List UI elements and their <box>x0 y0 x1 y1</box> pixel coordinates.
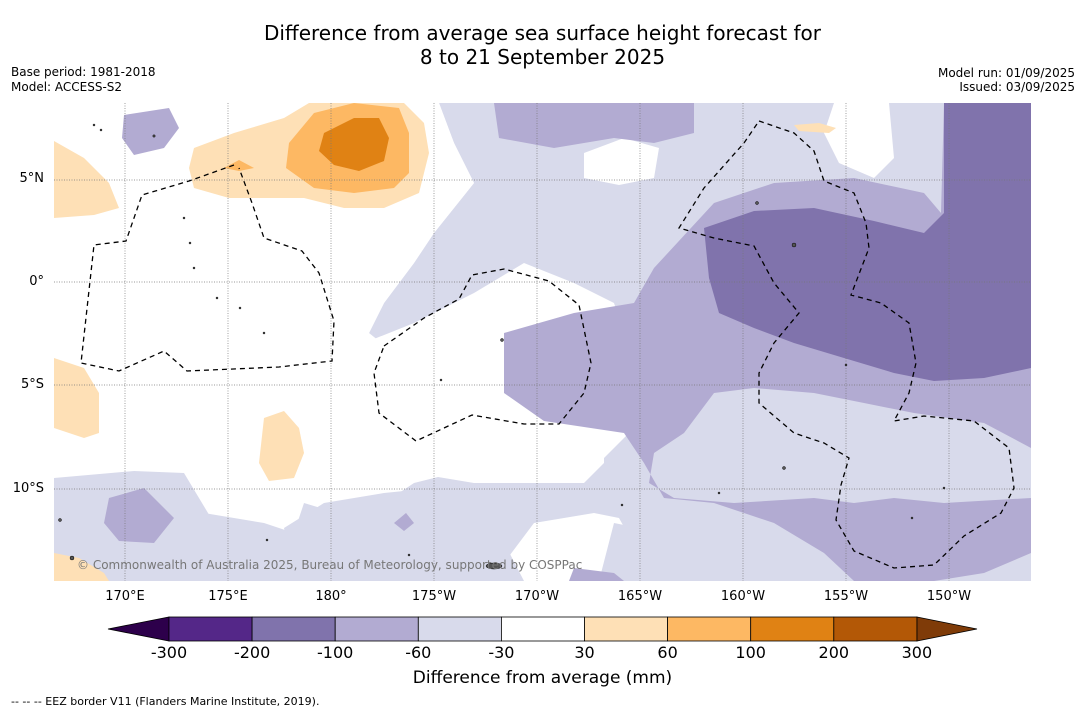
lon-label-150w: 150°W <box>926 589 972 604</box>
colorbar-segment <box>584 616 668 642</box>
anomaly-region-light-purple-s <box>284 488 464 578</box>
issued-date: Issued: 03/09/2025 <box>959 80 1075 94</box>
islands <box>58 123 946 570</box>
anomaly-region-orange <box>319 118 389 171</box>
lon-label-155w: 155°W <box>823 589 869 604</box>
base-period: Base period: 1981-2018 <box>11 65 156 79</box>
meta-left: Base period: 1981-2018 Model: ACCESS-S2 <box>11 65 156 95</box>
anomaly-region-pale-orange-ne <box>794 123 836 133</box>
anomaly-region-medium-purple <box>504 103 1031 581</box>
anomaly-region-medium-purple-sw <box>104 488 174 543</box>
colorbar-tick-label: -200 <box>233 643 271 662</box>
model-run: Model run: 01/09/2025 <box>937 66 1075 80</box>
lon-label-165w: 165°W <box>617 589 663 604</box>
meta-right: Model run: 01/09/2025 Issued: 03/09/2025 <box>938 66 1075 94</box>
anomaly-region-pale-orange-s <box>259 411 304 481</box>
anomaly-region-medium-purple-spot <box>394 513 414 531</box>
colorbar-tick-label: 200 <box>818 643 850 662</box>
colorbar-tick-label: 60 <box>657 643 678 662</box>
lon-label-180: 180° <box>315 589 347 604</box>
anomaly-region-medium-purple-s <box>569 568 624 581</box>
anomaly-region-medium-purple-nw <box>122 108 179 155</box>
lon-label-170w: 170°W <box>514 589 560 604</box>
lat-label-10s: 10°S <box>12 481 44 496</box>
colorbar-segments <box>168 616 918 642</box>
colorbar-tick-label: 100 <box>735 643 766 662</box>
map-title: Difference from average sea surface heig… <box>0 21 1085 69</box>
colorbar-segment <box>500 616 585 642</box>
anomaly-region-pale-orange-sw <box>54 358 99 438</box>
eez-footnote: -- -- -- EEZ border V11 (Flanders Marine… <box>11 695 320 708</box>
sea-height-map <box>54 103 1031 581</box>
title-line-2: 8 to 21 September 2025 <box>419 45 666 69</box>
colorbar-over-arrow <box>916 616 978 642</box>
colorbar-tick-label: -30 <box>488 643 515 662</box>
model-name: Model: ACCESS-S2 <box>11 80 123 94</box>
colorbar-segment <box>251 616 336 642</box>
anomaly-region-pale-orange-w <box>54 141 119 218</box>
colorbar-tick-label: -60 <box>405 643 432 662</box>
colorbar-tick-label: -300 <box>150 643 188 662</box>
lon-label-175e: 175°E <box>208 589 248 604</box>
colorbar-tick-label: -100 <box>317 643 354 662</box>
anomaly-region-medium-purple-top <box>494 103 694 148</box>
neutral-patch-ne <box>824 103 894 178</box>
colorbar-title: Difference from average (mm) <box>412 668 673 688</box>
lat-label-5n: 5°N <box>19 171 45 186</box>
colorbar-segment <box>168 616 253 642</box>
anomaly-region-light-orange-small <box>224 160 254 171</box>
lat-label-5s: 5°S <box>20 377 44 392</box>
title-line-1: Difference from average sea surface heig… <box>263 21 822 45</box>
map-gridlines <box>54 103 1031 581</box>
colorbar-segment <box>667 616 752 642</box>
eez-borders <box>80 120 1015 569</box>
colorbar-segment <box>334 616 419 642</box>
colorbar-tick-label: 30 <box>574 643 595 662</box>
colorbar <box>107 616 978 642</box>
lon-label-175w: 175°W <box>411 589 457 604</box>
lon-label-170e: 170°E <box>105 589 145 604</box>
lat-label-0: 0° <box>29 274 44 289</box>
colorbar-segment <box>833 616 918 642</box>
anomaly-region-pale-orange-se <box>54 553 109 581</box>
colorbar-tick-label: 300 <box>901 643 933 662</box>
colorbar-under-arrow <box>107 616 170 642</box>
colorbar-segment <box>750 616 835 642</box>
colorbar-segment <box>417 616 502 642</box>
copyright-notice: © Commonwealth of Australia 2025, Bureau… <box>77 558 583 572</box>
lon-label-160w: 160°W <box>720 589 766 604</box>
